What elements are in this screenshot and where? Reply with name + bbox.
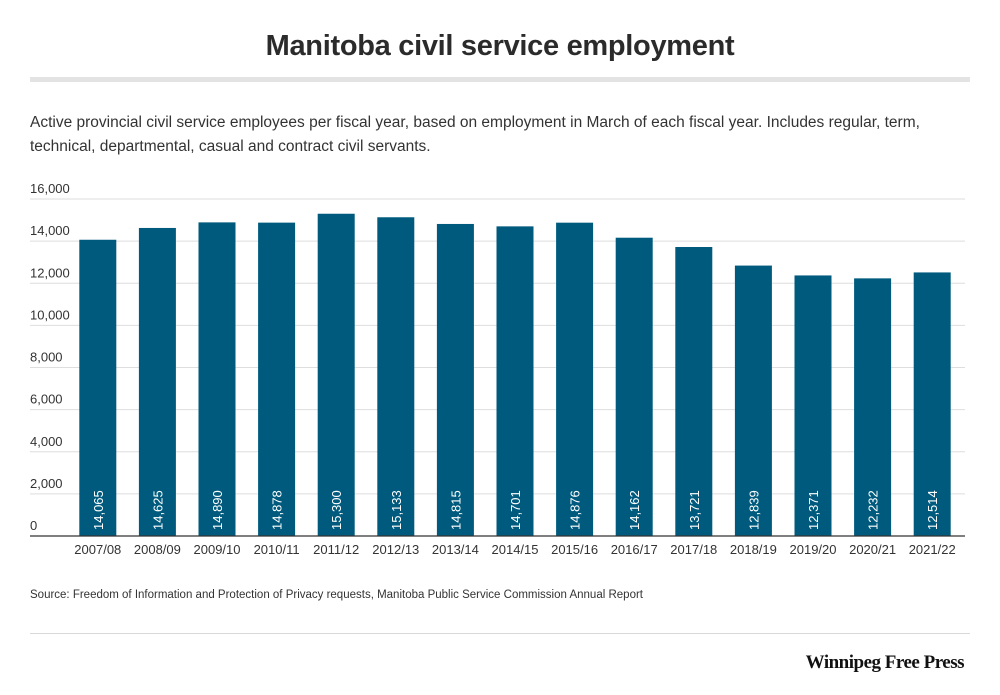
x-tick-label: 2017/18 xyxy=(670,542,717,557)
x-tick-label: 2018/19 xyxy=(730,542,777,557)
x-tick-label: 2016/17 xyxy=(611,542,658,557)
bar-value-label: 15,300 xyxy=(329,490,344,530)
x-tick-label: 2021/22 xyxy=(909,542,956,557)
bar-value-label: 14,625 xyxy=(150,490,165,530)
y-tick-label: 2,000 xyxy=(30,476,63,491)
bar xyxy=(615,237,653,536)
bar-value-label: 14,065 xyxy=(91,490,106,530)
y-tick-label: 8,000 xyxy=(30,350,63,365)
publisher-logo: Winnipeg Free Press xyxy=(805,652,965,673)
x-tick-label: 2019/20 xyxy=(790,542,837,557)
x-tick-label: 2009/10 xyxy=(194,542,241,557)
bar xyxy=(913,272,951,536)
x-tick-label: 2013/14 xyxy=(432,542,479,557)
bar xyxy=(496,226,534,537)
bar xyxy=(138,227,176,536)
x-tick-label: 2012/13 xyxy=(372,542,419,557)
y-tick-label: 10,000 xyxy=(30,307,70,322)
y-tick-label: 12,000 xyxy=(30,265,70,280)
y-tick-label: 6,000 xyxy=(30,392,63,407)
bar-chart: 0 2,000 4,000 6,000 8,000 10,000 12,000 14,000 1… xyxy=(30,181,965,557)
y-tick-label: 0 xyxy=(30,518,37,533)
footer-divider xyxy=(30,633,970,634)
bar xyxy=(317,213,355,536)
bar xyxy=(198,222,236,536)
y-tick-label: 4,000 xyxy=(30,434,63,449)
x-tick-label: 2008/09 xyxy=(134,542,181,557)
y-tick-label: 14,000 xyxy=(30,223,70,238)
bar-value-label: 14,890 xyxy=(210,490,225,530)
bar-value-label: 14,878 xyxy=(270,490,285,530)
bar xyxy=(79,239,117,537)
bar-value-label: 14,701 xyxy=(508,490,523,530)
bar xyxy=(436,223,474,537)
bar xyxy=(556,222,594,536)
y-axis-ticks: 0 2,000 4,000 6,000 8,000 10,000 12,000 14,000 1… xyxy=(30,181,70,533)
chart-subtitle: Active provincial civil service employee… xyxy=(30,114,920,155)
bar-value-label: 12,232 xyxy=(866,490,881,530)
x-tick-label: 2010/11 xyxy=(254,542,300,557)
bar xyxy=(854,278,892,536)
title-divider xyxy=(30,77,970,82)
chart-title: Manitoba civil service employment xyxy=(265,30,735,62)
bar xyxy=(675,247,713,536)
bar-value-label: 12,839 xyxy=(746,490,761,530)
bar-value-label: 12,371 xyxy=(806,490,821,530)
bar-value-label: 14,162 xyxy=(627,490,642,530)
bar xyxy=(377,217,415,537)
y-tick-label: 16,000 xyxy=(30,181,70,196)
x-tick-label: 2020/21 xyxy=(849,542,896,557)
source-note: Source: Freedom of Information and Prote… xyxy=(30,589,643,601)
bar-value-label: 14,815 xyxy=(448,490,463,530)
x-tick-label: 2011/12 xyxy=(313,542,359,557)
bar xyxy=(794,275,832,536)
x-axis-ticks: 2007/08 2008/09 2009/10 2010/11 2011/12 2012/… xyxy=(74,542,955,557)
bar-value-label: 12,514 xyxy=(925,490,940,530)
bar xyxy=(734,265,772,536)
bar xyxy=(258,222,296,536)
x-tick-label: 2007/08 xyxy=(74,542,121,557)
bar-value-labels: 14,065 14,625 14,890 14,878 15,300 15,133 14,8… xyxy=(91,490,940,530)
bar-value-label: 13,721 xyxy=(687,490,702,530)
bar-value-label: 14,876 xyxy=(568,490,583,530)
x-tick-label: 2015/16 xyxy=(551,542,598,557)
bars xyxy=(79,213,951,537)
x-tick-label: 2014/15 xyxy=(492,542,539,557)
bar-value-label: 15,133 xyxy=(389,490,404,530)
